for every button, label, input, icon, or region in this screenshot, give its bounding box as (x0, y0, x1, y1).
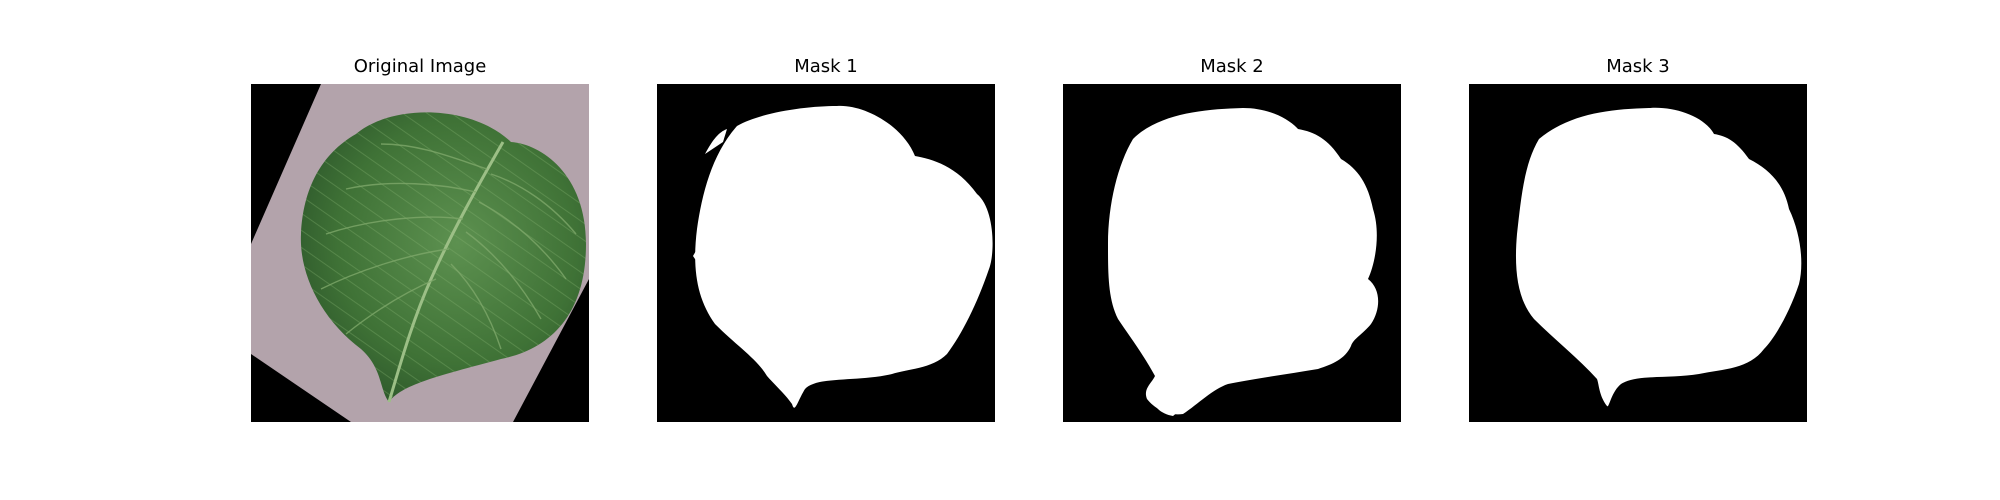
mask-3-image (1469, 84, 1807, 422)
mask-region (695, 105, 993, 408)
mask-region (1108, 108, 1379, 415)
mask-region (1515, 107, 1802, 407)
original-leaf-photo (251, 84, 589, 422)
mask-2-image (1063, 84, 1401, 422)
panel-title: Mask 2 (1200, 56, 1264, 77)
leaf-midrib (387, 141, 505, 403)
panel-title: Original Image (353, 56, 487, 77)
panel-title: Mask 1 (794, 56, 858, 77)
mask-1-image (657, 84, 995, 422)
panel-title: Mask 3 (1606, 56, 1670, 77)
